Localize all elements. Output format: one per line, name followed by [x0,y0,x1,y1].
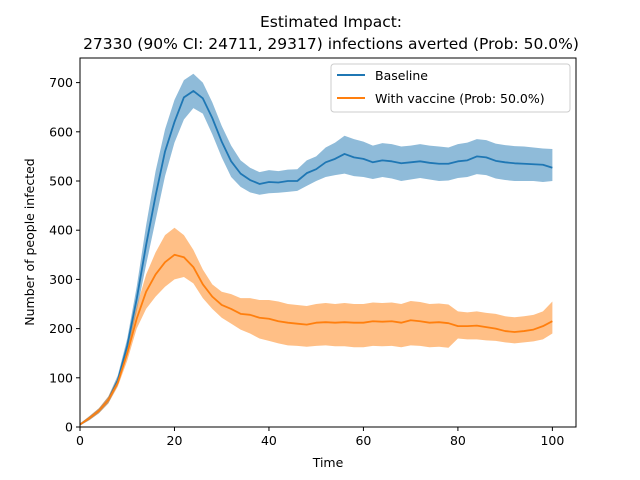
x-tick-label: 80 [450,433,466,448]
x-tick-label: 20 [167,433,183,448]
x-tick-label: 60 [355,433,371,448]
y-tick-label: 600 [49,124,73,139]
legend: Baseline With vaccine (Prob: 50.0%) [330,63,571,113]
y-tick-label: 0 [65,420,73,435]
y-tick-label: 200 [49,321,73,336]
y-tick-label: 400 [49,223,73,238]
chart-title-line2: 27330 (90% CI: 24711, 29317) infections … [83,35,579,53]
y-tick-label: 100 [49,370,73,385]
y-tick-label: 500 [49,174,73,189]
x-axis-label: Time [312,455,344,470]
x-tick-label: 0 [76,433,84,448]
x-tick-label: 100 [540,433,564,448]
y-tick-label: 700 [49,75,73,90]
y-axis-label: Number of people infected [22,158,37,325]
confidence-band-baseline [80,73,553,426]
series-line-baseline [80,90,553,426]
y-tick-label: 300 [49,272,73,287]
legend-label-vaccine: With vaccine (Prob: 50.0%) [375,91,545,106]
legend-label-baseline: Baseline [375,68,428,83]
plot-area [80,73,553,426]
chart-title-line1: Estimated Impact: [260,13,402,31]
plot-frame [79,57,577,428]
x-tick-label: 40 [261,433,277,448]
legend-box [330,63,571,113]
series-line-vaccine [80,253,553,426]
axis-ticks: 0 20 40 60 80 100 0 100 200 300 400 500 600 700 [49,75,564,448]
